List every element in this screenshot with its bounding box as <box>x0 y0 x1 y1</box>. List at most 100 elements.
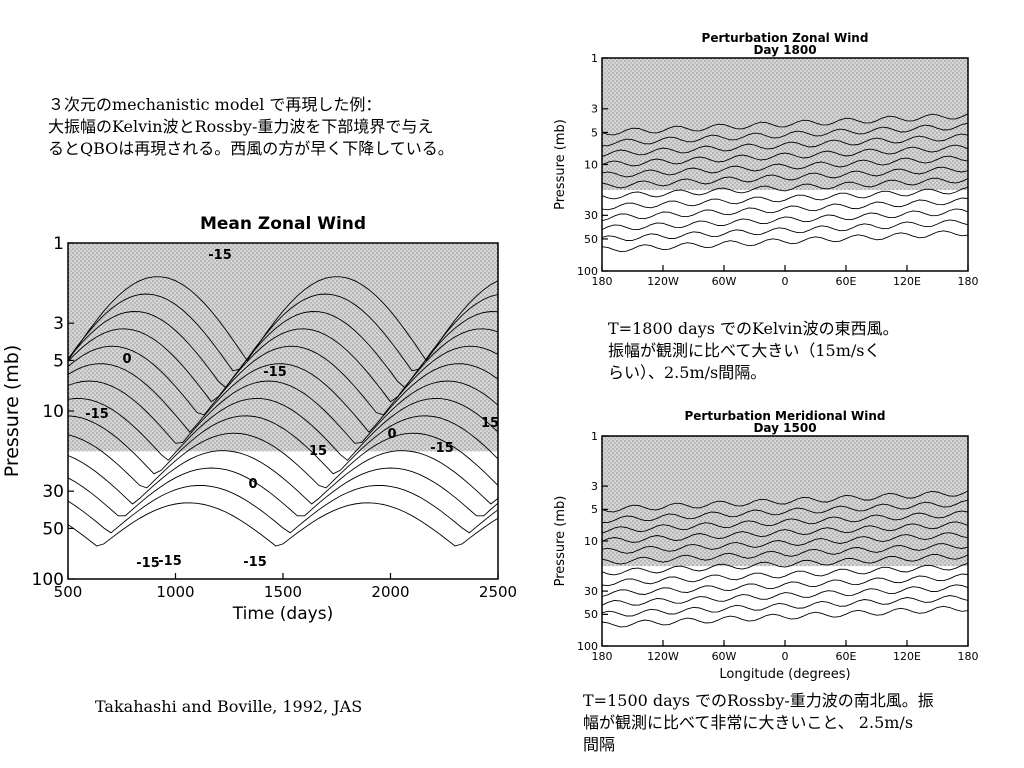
contour-value-label: -15 <box>136 556 160 571</box>
y-axis-label: Pressure (mb) <box>553 119 568 210</box>
contour-value-label: 15 <box>309 444 327 459</box>
x-tick-label: 180 <box>592 650 613 663</box>
contour-line <box>601 219 969 241</box>
y-tick-label: 1 <box>591 430 598 443</box>
y-tick-label: 100 <box>32 570 64 590</box>
x-tick-label: 180 <box>958 650 979 663</box>
contour-line <box>67 467 499 517</box>
contour-line <box>601 573 969 597</box>
contour-line <box>67 380 499 444</box>
contour-line <box>601 133 969 158</box>
y-tick-label: 30 <box>42 482 64 502</box>
y-axis-label: Pressure (mb) <box>1 345 23 478</box>
x-tick-label: 1000 <box>156 583 194 601</box>
stippled-region <box>602 436 968 567</box>
contour-value-label: -15 <box>430 441 454 456</box>
contour-line <box>601 166 969 189</box>
contour-line <box>67 432 499 489</box>
contour-line <box>601 605 969 628</box>
y-tick-label: 30 <box>584 585 598 598</box>
x-tick-label: 0 <box>782 650 789 663</box>
contour-value-label: 0 <box>248 477 257 492</box>
x-tick-label: 2000 <box>371 583 409 601</box>
y-tick-label: 3 <box>53 314 64 334</box>
x-axis-label: Time (days) <box>232 604 333 624</box>
contour-line <box>601 122 969 147</box>
contour-line <box>601 113 969 136</box>
contour-value-label: -15 <box>243 555 267 570</box>
y-tick-label: 5 <box>591 126 598 139</box>
contour-value-label: -15 <box>208 248 232 263</box>
contour-line <box>601 186 969 211</box>
contour-line <box>601 155 969 178</box>
x-tick-label: 60W <box>712 650 737 663</box>
x-tick-label: 1500 <box>264 583 302 601</box>
y-axis-label: Pressure (mb) <box>553 496 568 587</box>
contour-line <box>601 510 969 534</box>
contour-line <box>601 490 969 513</box>
chart-title: Mean Zonal Wind <box>200 214 366 234</box>
contour-value-label: 0 <box>122 352 131 367</box>
stippled-region <box>602 58 968 191</box>
contour-value-label: 0 <box>387 427 396 442</box>
y-tick-label: 100 <box>577 265 598 278</box>
chart-subtitle: Day 1500 <box>753 421 816 435</box>
contour-line <box>601 208 969 231</box>
y-tick-label: 50 <box>584 233 598 246</box>
contour-line <box>67 276 499 362</box>
contour-value-label: -15 <box>85 407 109 422</box>
contour-line <box>67 363 499 433</box>
y-tick-label: 10 <box>42 402 64 422</box>
contour-line <box>601 177 969 200</box>
contour-line <box>601 595 969 617</box>
contour-line <box>67 328 499 403</box>
y-tick-label: 30 <box>584 209 598 222</box>
contour-line <box>67 502 499 547</box>
y-tick-label: 1 <box>591 52 598 65</box>
contour-line <box>601 543 969 565</box>
chart-title: Perturbation Meridional Wind <box>684 409 885 423</box>
x-tick-label: 0 <box>782 275 789 288</box>
x-tick-label: 120W <box>647 275 679 288</box>
chart-subtitle: Day 1800 <box>753 43 816 57</box>
y-tick-label: 1 <box>53 234 64 254</box>
contour-line <box>601 562 969 587</box>
contour-value-label: -15 <box>158 554 182 569</box>
contour-line <box>601 230 969 253</box>
x-axis-label: Longitude (degrees) <box>719 667 850 682</box>
y-tick-label: 5 <box>591 503 598 516</box>
x-tick-label: 500 <box>54 583 83 601</box>
y-tick-label: 100 <box>577 640 598 653</box>
contour-value-label: -15 <box>263 365 287 380</box>
y-tick-label: 50 <box>584 608 598 621</box>
contour-line <box>601 144 969 167</box>
contour-line <box>601 197 969 222</box>
contour-line <box>601 521 969 543</box>
x-tick-label: 60W <box>712 275 737 288</box>
x-tick-label: 60E <box>836 650 857 663</box>
intro-text: ３次元のmechanistic model で再現した例： 大振幅のKelvin… <box>48 95 454 158</box>
contour-line <box>601 499 969 524</box>
contour-line <box>601 584 969 606</box>
y-tick-label: 10 <box>584 158 598 171</box>
contour-line <box>67 398 499 461</box>
contour-line <box>67 311 499 389</box>
x-tick-label: 120E <box>893 275 921 288</box>
x-tick-label: 180 <box>592 275 613 288</box>
citation: Takahashi and Boville, 1992, JAS <box>95 697 363 716</box>
y-tick-label: 3 <box>591 480 598 493</box>
meridional-wind-caption: T=1500 days でのRossby-重力波の南北風。振 幅が観測に比べて非… <box>583 691 934 754</box>
contour-value-label: 15 <box>481 416 499 431</box>
contour-line <box>67 485 499 534</box>
chart-title: Perturbation Zonal Wind <box>702 31 869 45</box>
contour-line <box>67 450 499 505</box>
y-tick-label: 5 <box>53 351 64 371</box>
x-tick-label: 120E <box>893 650 921 663</box>
x-tick-label: 60E <box>836 275 857 288</box>
y-tick-label: 3 <box>591 103 598 116</box>
x-tick-label: 2500 <box>479 583 517 601</box>
x-tick-label: 120W <box>647 650 679 663</box>
